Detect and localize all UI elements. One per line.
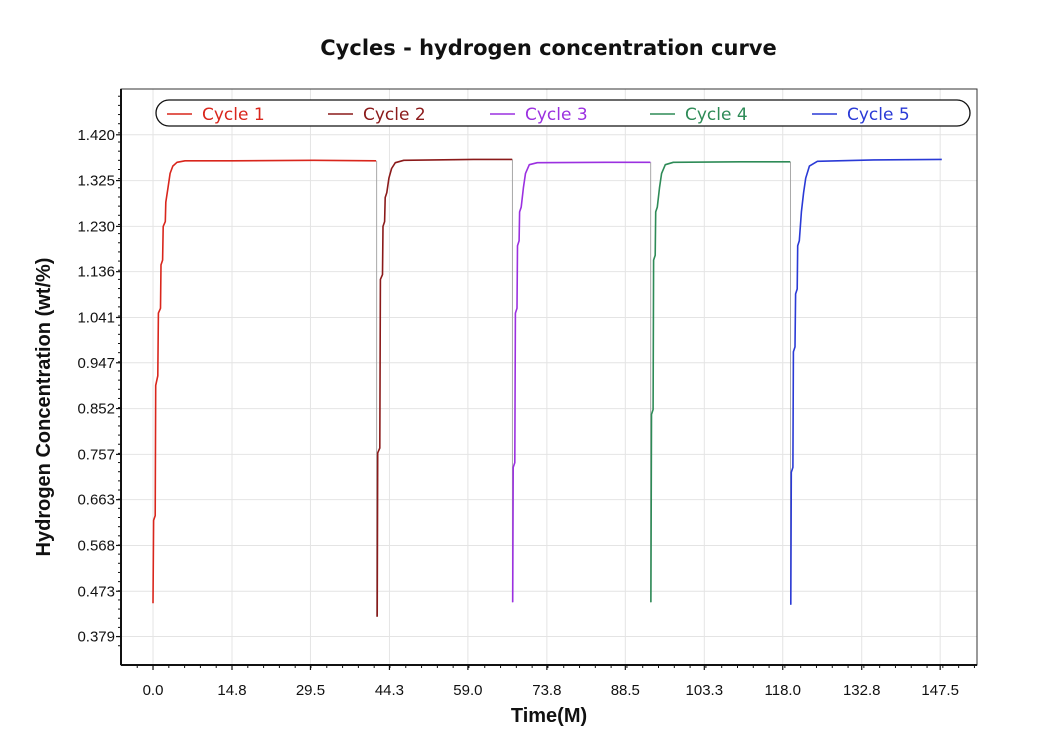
legend-box xyxy=(155,99,971,127)
legend: Cycle 1 Cycle 2 Cycle 3 Cycle 4 Cycle 5 xyxy=(155,99,971,127)
y-tick-label: 0.757 xyxy=(77,446,115,463)
series-line-cycle-1 xyxy=(152,159,377,604)
x-axis-title: Time(M) xyxy=(511,705,587,727)
x-tick-label: 14.8 xyxy=(217,682,246,699)
y-tick-label: 1.041 xyxy=(77,309,115,326)
grid-layer xyxy=(121,89,977,665)
y-tick-label: 0.568 xyxy=(77,537,115,554)
y-tick-label: 1.136 xyxy=(77,264,115,281)
series-line-cycle-2 xyxy=(376,158,513,617)
tick-layer: 1.420 1.325 1.230 1.136 1.041 0.947 0.852 0.757… xyxy=(77,95,975,699)
series-line-cycle-4 xyxy=(650,161,791,603)
y-tick-label: 1.420 xyxy=(77,127,115,144)
chart-title: Cycles - hydrogen concentration curve xyxy=(320,36,777,60)
x-tick-label: 118.0 xyxy=(765,682,801,699)
x-tick-label: 44.3 xyxy=(375,682,404,699)
series-layer xyxy=(152,158,942,617)
x-tick-label: 88.5 xyxy=(611,682,640,699)
y-axis-title: Hydrogen Concentration (wt/%) xyxy=(33,258,55,557)
x-tick-label: 73.8 xyxy=(532,682,561,699)
y-tick-label: 1.230 xyxy=(77,218,115,235)
x-tick-label: 0.0 xyxy=(143,682,164,699)
legend-label-cycle-2: Cycle 2 xyxy=(363,105,426,125)
y-tick-label: 0.947 xyxy=(77,355,115,372)
plot-frame xyxy=(120,88,978,666)
x-tick-label: 132.8 xyxy=(843,682,881,699)
y-tick-label: 0.852 xyxy=(77,401,115,418)
y-tick-label: 0.663 xyxy=(77,492,115,509)
x-tick-label: 103.3 xyxy=(686,682,724,699)
legend-label-cycle-1: Cycle 1 xyxy=(202,105,265,125)
series-line-cycle-5 xyxy=(789,158,942,605)
x-tick-label: 29.5 xyxy=(296,682,325,699)
legend-label-cycle-4: Cycle 4 xyxy=(685,105,748,125)
y-tick-label: 0.379 xyxy=(77,629,115,646)
x-tick-label: 147.5 xyxy=(921,682,959,699)
legend-label-cycle-3: Cycle 3 xyxy=(525,105,588,125)
legend-label-cycle-5: Cycle 5 xyxy=(847,105,910,125)
x-tick-label: 59.0 xyxy=(453,682,482,699)
y-tick-label: 1.325 xyxy=(77,173,115,190)
y-tick-label: 0.473 xyxy=(77,583,115,600)
series-line-cycle-3 xyxy=(511,161,651,603)
